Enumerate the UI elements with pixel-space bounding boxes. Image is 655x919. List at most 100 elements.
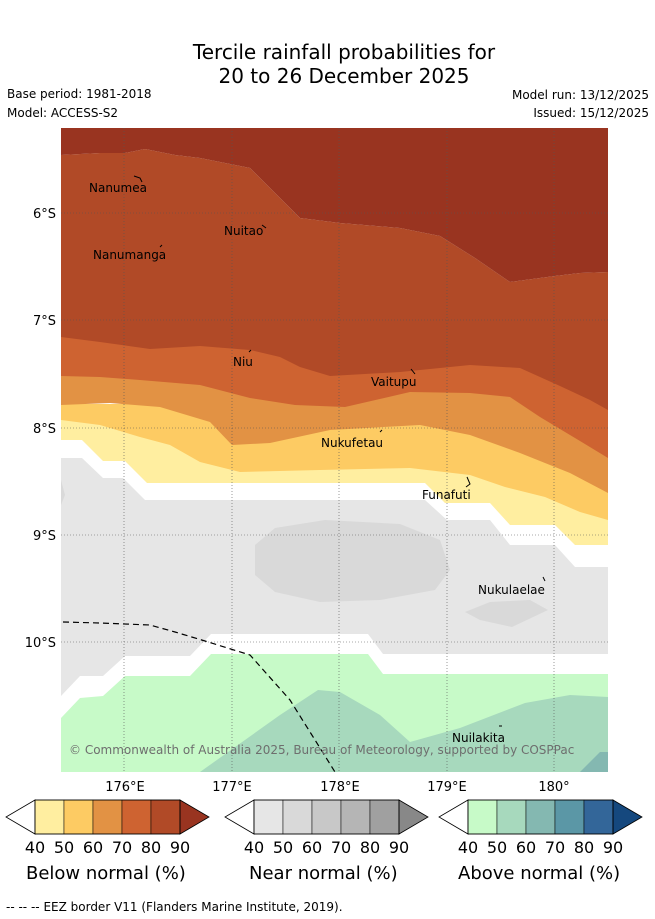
below-normal-label: Below normal (%)	[26, 863, 186, 884]
place-label: Nuitao	[224, 224, 263, 238]
lon-label: 176°E	[105, 780, 145, 795]
model-run: Model run: 13/12/2025	[511, 88, 649, 102]
colorbar-outline	[34, 799, 181, 835]
gridlines	[61, 128, 608, 772]
title-line-1: Tercile rainfall probabilities for	[192, 40, 496, 64]
place-labels: Nanumea Nuitao Nanumanga Niu Vaitupu Nuk…	[89, 181, 545, 745]
colorbar-segment	[369, 799, 400, 835]
colorbar-segment	[150, 799, 181, 835]
lat-label: 6°S	[33, 207, 56, 222]
colorbar-tick-label: 90	[170, 838, 190, 857]
above-50-band	[200, 690, 608, 772]
colorbar-segment	[554, 799, 585, 835]
colorbar-tick-label: 40	[25, 838, 45, 857]
colorbar-tick-label: 90	[389, 838, 409, 857]
lon-label: 177°E	[212, 780, 252, 795]
colorbar-tick-label: 80	[574, 838, 594, 857]
island-markers	[133, 175, 546, 727]
below-70-band	[61, 337, 608, 458]
colorbar-segment	[496, 799, 527, 835]
colorbar-outline	[253, 799, 400, 835]
island-niu-icon	[248, 349, 252, 353]
colorbar-segment	[121, 799, 152, 835]
colorbar-tick-label: 90	[603, 838, 623, 857]
colorbar-extend-high	[612, 799, 643, 835]
colorbar-segment	[340, 799, 371, 835]
copyright-notice: © Commonwealth of Australia 2025, Bureau…	[69, 743, 574, 757]
place-label: Nanumanga	[93, 248, 166, 262]
colorbar-tick-label: 50	[273, 838, 293, 857]
lon-label: 180°	[538, 780, 569, 795]
island-nanumea-icon	[133, 175, 143, 183]
colorbar-segment	[467, 799, 498, 835]
island-nanumanga-icon	[159, 244, 163, 248]
island-funafuti-icon	[465, 476, 471, 488]
place-label: Vaitupu	[371, 375, 417, 389]
colorbar-tick-label: 70	[545, 838, 565, 857]
above-60-band	[580, 752, 608, 772]
colorbar-extend-low	[224, 799, 255, 835]
colorbar-tick-label: 70	[112, 838, 132, 857]
colorbar-tick-label: 60	[83, 838, 103, 857]
lat-label: 10°S	[25, 636, 56, 651]
colorbar-extend-low	[5, 799, 36, 835]
eez-line-symbol: -- -- --	[6, 900, 40, 914]
island-nukulaelae-icon	[542, 576, 546, 582]
place-label: Funafuti	[422, 488, 471, 502]
near-50-band-edge	[61, 480, 65, 505]
colorbar-above-normal: 40 50 60 70 80 90	[438, 799, 643, 857]
place-label: Niu	[233, 355, 253, 369]
colorbar-tick-label: 40	[458, 838, 478, 857]
eez-border-line	[62, 621, 336, 772]
colorbar-tick-label: 80	[360, 838, 380, 857]
colorbar-tick-label: 50	[54, 838, 74, 857]
colorbar-segment	[525, 799, 556, 835]
issued-date: Issued: 15/12/2025	[533, 106, 649, 120]
below-80-band	[61, 149, 608, 410]
lat-label: 9°S	[33, 529, 56, 544]
latitude-labels: 6°S 7°S 8°S 9°S 10°S	[25, 207, 56, 651]
place-label: Nukulaelae	[478, 583, 545, 597]
colorbar-extend-low	[438, 799, 469, 835]
island-nuitao-icon	[261, 224, 267, 229]
colorbar-segment	[583, 799, 614, 835]
colorbar-segment	[92, 799, 123, 835]
place-label: Nukufetau	[321, 436, 383, 450]
title-line-2: 20 to 26 December 2025	[218, 64, 470, 88]
below-90-band	[61, 128, 608, 282]
probability-bands: Nanumea Nuitao Nanumanga Niu Vaitupu Nuk…	[61, 128, 608, 772]
island-nukufetau-icon	[379, 429, 383, 433]
eez-legend: -- -- -- EEZ border V11 (Flanders Marine…	[6, 900, 343, 914]
colorbar-tick-label: 40	[244, 838, 264, 857]
near-normal-label: Near normal (%)	[249, 863, 398, 884]
colorbar-segment	[253, 799, 284, 835]
colorbar-tick-label: 70	[331, 838, 351, 857]
model-name: Model: ACCESS-S2	[7, 106, 119, 120]
colorbar-segment	[34, 799, 65, 835]
place-label: Nuilakita	[452, 731, 505, 745]
lat-label: 8°S	[33, 422, 56, 437]
colorbar-tick-label: 60	[516, 838, 536, 857]
map-title: Tercile rainfall probabilities for 20 to…	[0, 40, 655, 88]
colorbar-segment	[282, 799, 313, 835]
near-50-band-small	[465, 600, 548, 627]
above-normal-label: Above normal (%)	[458, 863, 621, 884]
colorbar-segment	[63, 799, 94, 835]
place-label: Nanumea	[89, 181, 147, 195]
colorbar-segment	[311, 799, 342, 835]
colorbar-extend-high	[179, 799, 210, 835]
lon-label: 178°E	[320, 780, 360, 795]
longitude-labels: 176°E 177°E 178°E 179°E 180°	[105, 780, 569, 795]
lon-label: 179°E	[427, 780, 467, 795]
colorbar-tick-label: 50	[487, 838, 507, 857]
colorbar-outline	[467, 799, 614, 835]
colorbar-tick-label: 80	[141, 838, 161, 857]
eez-legend-text: EEZ border V11 (Flanders Marine Institut…	[43, 900, 343, 914]
colorbar-tick-label: 60	[302, 838, 322, 857]
base-period: Base period: 1981-2018	[7, 87, 152, 101]
island-vaitupu-icon	[410, 368, 416, 375]
near-50-band	[255, 520, 450, 602]
colorbar-extend-high	[398, 799, 429, 835]
colorbar-near-normal: 40 50 60 70 80 90	[224, 799, 429, 857]
